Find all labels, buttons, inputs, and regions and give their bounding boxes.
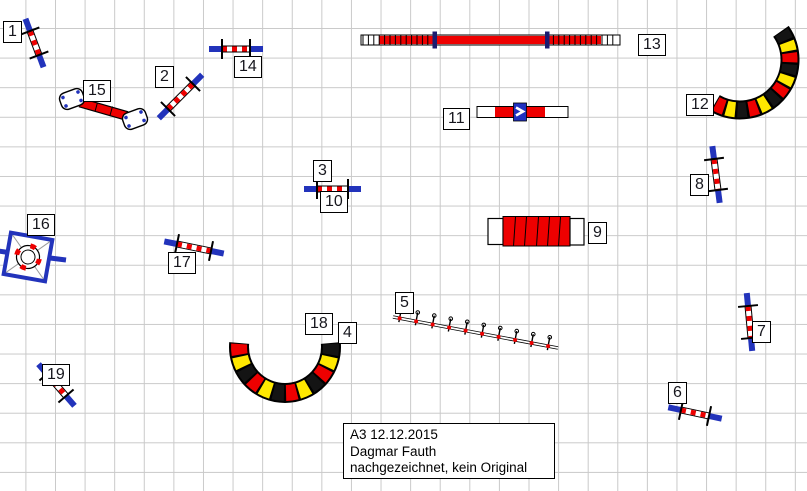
obstacle-label-2: 2 [155,66,174,88]
obstacle-label-15: 15 [83,80,111,102]
obstacle-label-18: 18 [305,313,333,335]
obstacle-label-17: 17 [168,252,196,274]
obstacle-label-14: 14 [234,56,262,78]
obstacle-14-jump [209,39,263,59]
info-line-2: Dagmar Fauth [350,443,437,459]
obstacle-label-1: 1 [3,21,22,43]
obstacle-label-16: 16 [27,214,55,236]
obstacle-16-water [0,230,67,284]
obstacle-label-7: 7 [752,321,771,343]
obstacle-3-10-jump [304,179,361,199]
obstacle-label-19: 19 [42,364,70,386]
obstacle-8-jump [703,145,729,204]
obstacle-label-12: 12 [686,94,714,116]
obstacle-12-curve [710,25,800,120]
obstacle-label-3: 3 [313,160,332,182]
obstacle-label-11: 11 [443,108,470,130]
obstacle-label-9: 9 [588,222,607,244]
obstacle-label-5: 5 [395,292,414,314]
obstacle-13-bar [360,31,621,49]
obstacle-6-jump [667,400,723,426]
direction-chevron-icon [515,106,526,117]
obstacle-11-ditch [476,102,569,122]
obstacle-label-10: 10 [320,191,348,213]
obstacle-17-jump [163,234,225,261]
obstacle-label-8: 8 [690,174,709,196]
obstacle-label-4: 4 [338,322,357,344]
obstacle-label-6: 6 [668,382,687,404]
info-line-1: A3 12.12.2015 [350,427,438,442]
obstacle-2-jump [156,72,205,121]
obstacle-18-4-curve [229,342,341,403]
obstacle-label-13: 13 [638,34,666,56]
obstacle-1-jump [20,17,49,69]
obstacle-7-jump [737,292,762,352]
obstacle-9-wall [487,216,585,247]
info-box: A3 12.12.2015 Dagmar Fauth nachgezeichne… [343,423,555,479]
obstacle-5-rail [392,307,559,351]
info-line-3: nachgezeichnet, kein Original [350,460,528,475]
